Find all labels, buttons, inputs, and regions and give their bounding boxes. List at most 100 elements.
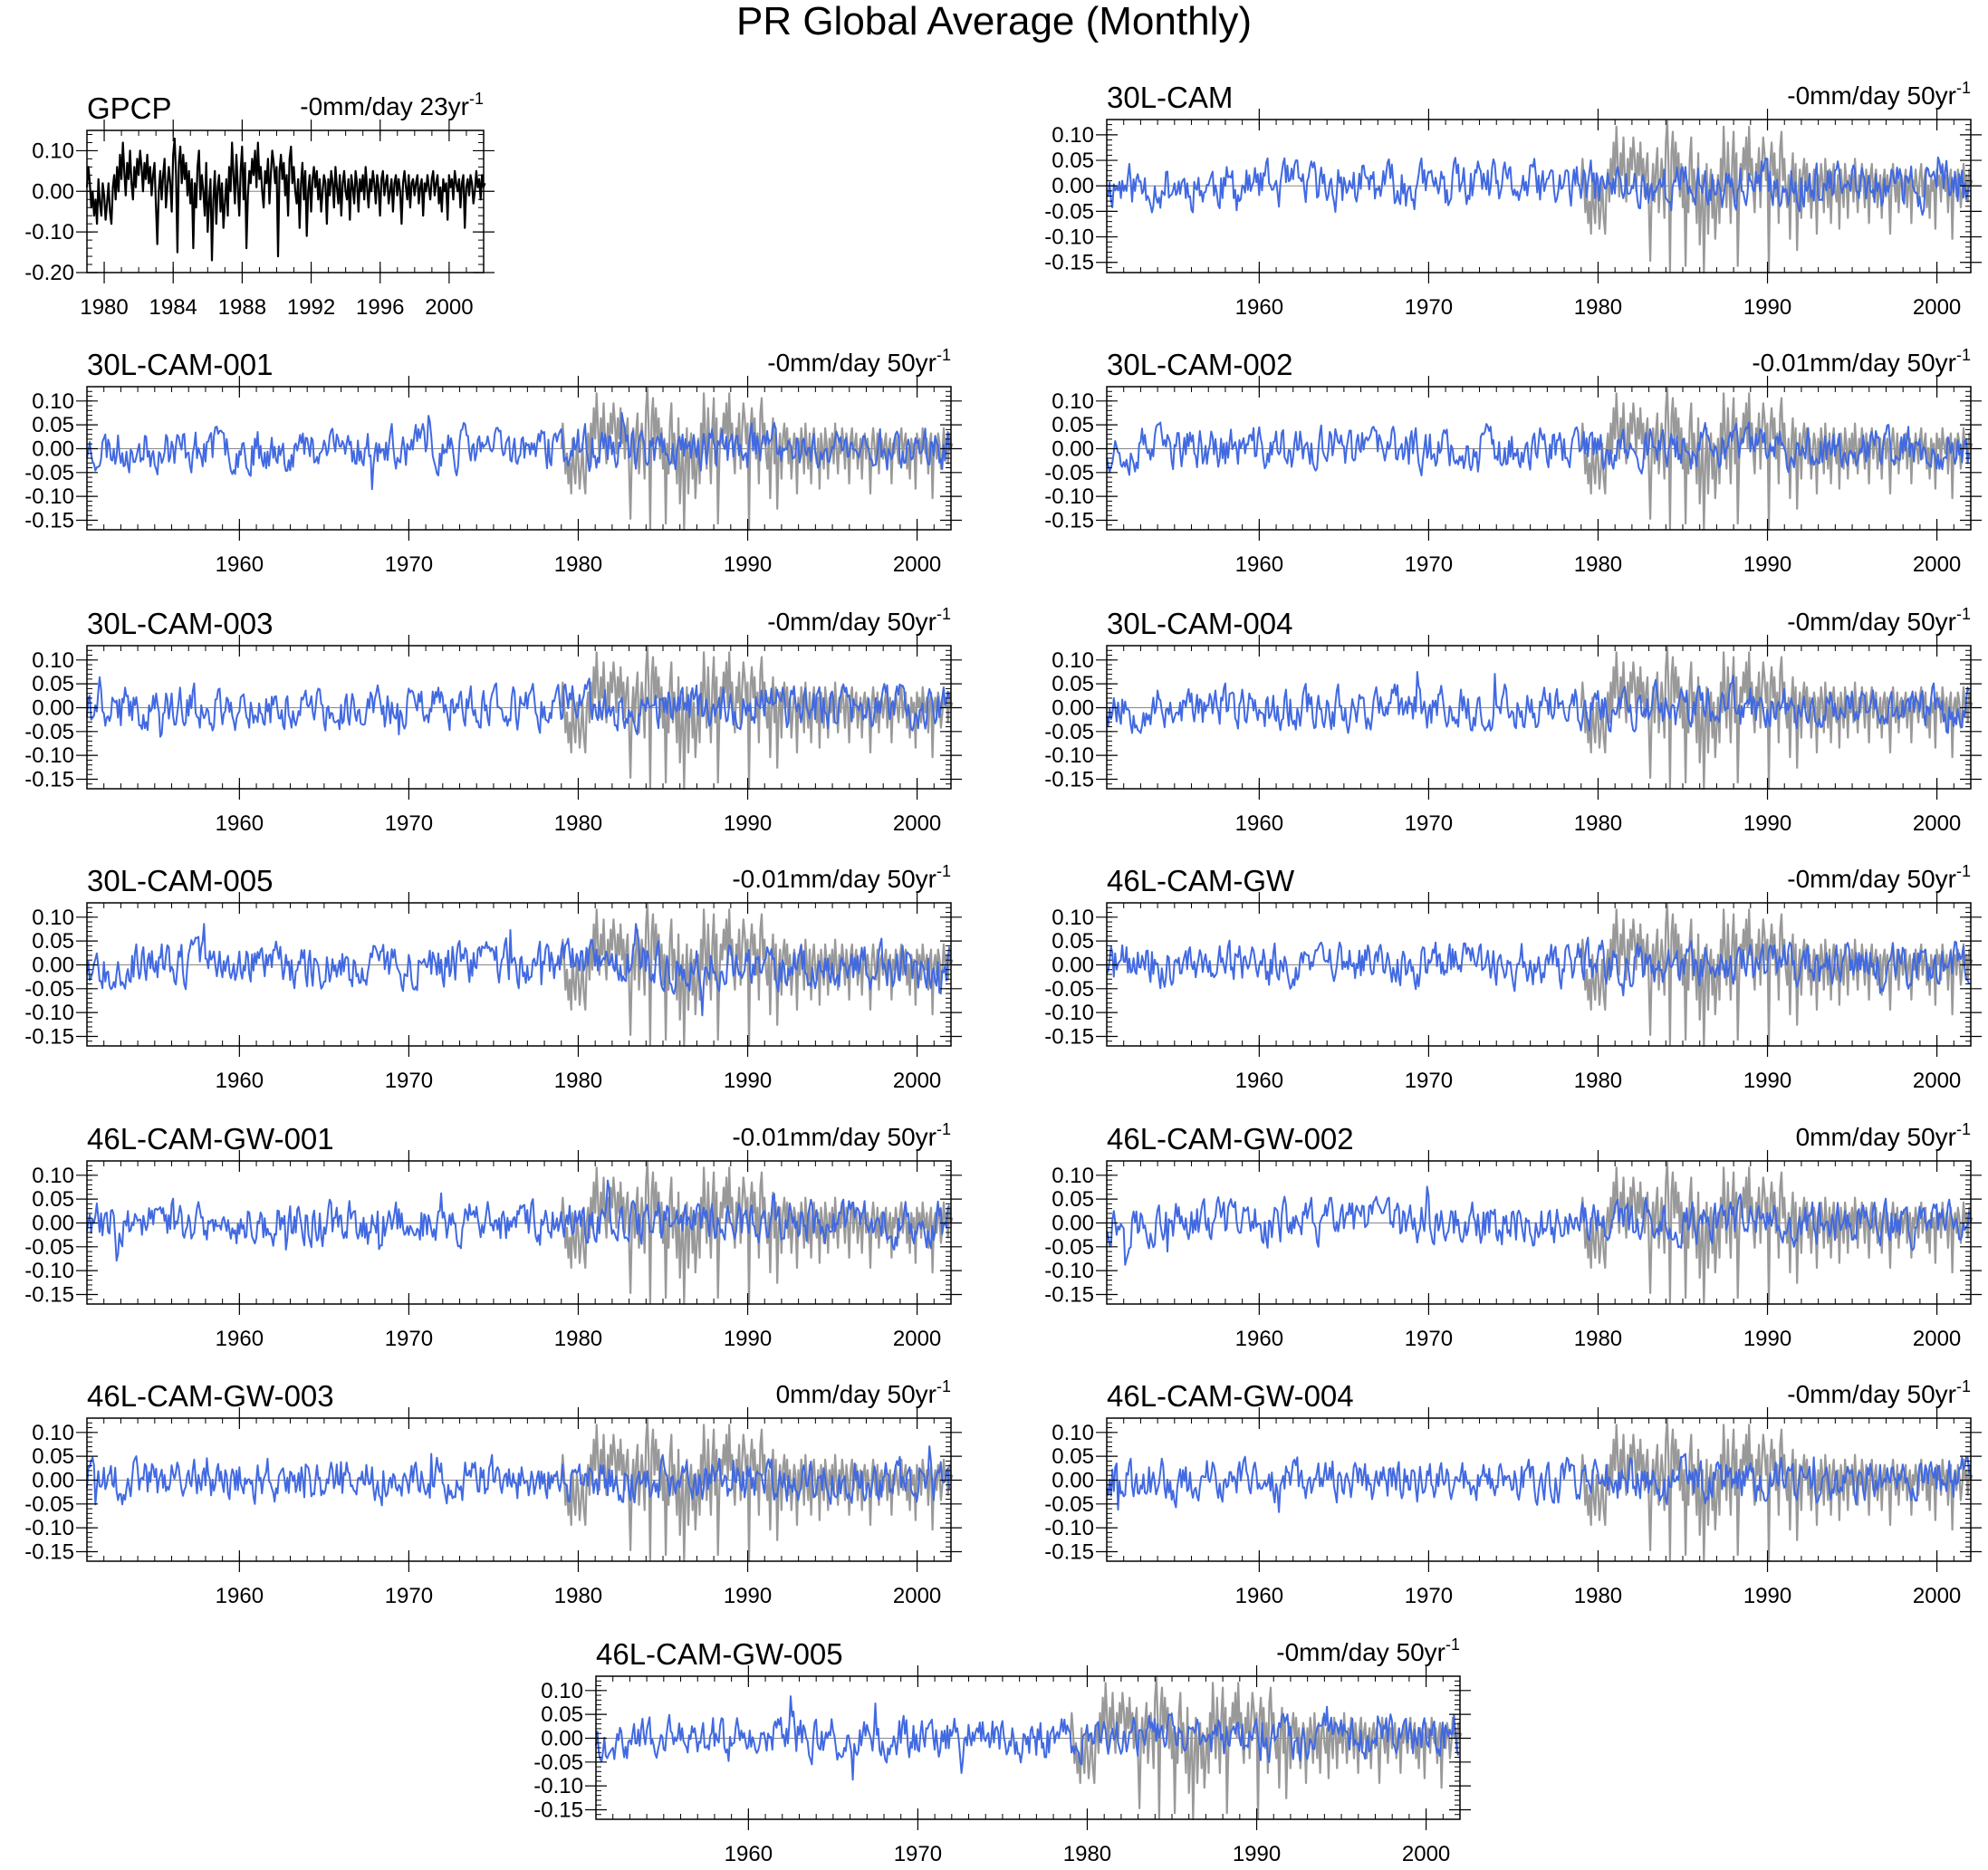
panel-title: 30L-CAM-004 — [1107, 607, 1293, 640]
x-tick-label: 1960 — [1235, 811, 1283, 836]
panel-title: 46L-CAM-GW-005 — [596, 1637, 843, 1671]
x-tick-label: 1970 — [385, 1069, 433, 1093]
x-tick-label: 1990 — [1743, 1327, 1791, 1351]
x-tick-label: 1990 — [1743, 1584, 1791, 1608]
x-tick-label: 1970 — [385, 811, 433, 836]
y-tick-label: -0.10 — [24, 1516, 74, 1540]
series-line-model — [595, 1695, 1460, 1781]
x-tick-label: 1960 — [216, 552, 264, 577]
y-tick-label: 0.05 — [1052, 1444, 1094, 1469]
trend-period: 50yr — [1906, 1380, 1956, 1408]
series-line-model — [86, 923, 951, 1017]
trend-period: 50yr — [1906, 865, 1956, 893]
y-tick-label: 0.10 — [1052, 389, 1094, 414]
series-line-model — [1106, 1185, 1971, 1266]
trend-exponent: -1 — [468, 90, 484, 108]
series-line-model — [1106, 421, 1971, 476]
y-tick-label: -0.15 — [1044, 251, 1094, 275]
y-tick-label: 0.05 — [1052, 1187, 1094, 1212]
y-tick-label: 0.00 — [32, 179, 74, 204]
x-tick-label: 1990 — [724, 811, 772, 836]
y-tick-label: 0.05 — [32, 1187, 74, 1212]
panel-title: 46L-CAM-GW — [1107, 864, 1295, 897]
x-tick-label: 1980 — [1574, 811, 1622, 836]
trend-value: -0mm/day — [1787, 608, 1900, 636]
trend-label: -0.01mm/day 50yr-1 — [732, 863, 951, 894]
trend-value: -0.01mm/day — [732, 865, 880, 893]
trend-label: -0mm/day 50yr-1 — [767, 347, 951, 378]
trend-value: -0mm/day — [767, 608, 880, 636]
x-tick-label: 2000 — [425, 295, 473, 320]
x-tick-label: 2000 — [1913, 552, 1961, 577]
x-tick-label: 1970 — [385, 552, 433, 577]
y-tick-label: -0.10 — [24, 220, 74, 245]
trend-value: -0.01mm/day — [732, 1123, 880, 1151]
x-tick-label: 2000 — [893, 1069, 941, 1093]
x-tick-label: 1960 — [1235, 1327, 1283, 1351]
series-line-model — [1106, 936, 1971, 997]
x-tick-label: 1970 — [385, 1584, 433, 1608]
x-tick-label: 2000 — [893, 811, 941, 836]
x-tick-label: 1980 — [554, 811, 602, 836]
trend-period: 50yr — [887, 1123, 936, 1151]
trend-exponent: -1 — [936, 605, 951, 623]
panel-title: 30L-CAM-003 — [87, 607, 274, 640]
y-tick-label: 0.10 — [32, 139, 74, 163]
trend-period: 50yr — [1906, 608, 1956, 636]
y-tick-label: 0.00 — [1052, 695, 1094, 720]
y-tick-label: -0.15 — [24, 1024, 74, 1049]
trend-exponent: -1 — [1955, 605, 1971, 623]
trend-value: -0mm/day — [1276, 1638, 1389, 1666]
trend-period: 50yr — [887, 349, 936, 377]
series-line-model — [86, 1445, 951, 1507]
y-tick-label: 0.10 — [32, 648, 74, 673]
x-tick-label: 1990 — [724, 1069, 772, 1093]
x-tick-label: 1970 — [385, 1327, 433, 1351]
x-tick-label: 2000 — [893, 1327, 941, 1351]
trend-period: 50yr — [1906, 1123, 1956, 1151]
x-tick-label: 1980 — [80, 295, 128, 320]
x-tick-label: 1960 — [1235, 295, 1283, 320]
trend-label: -0mm/day 50yr-1 — [1787, 1378, 1971, 1409]
trend-exponent: -1 — [936, 1120, 951, 1138]
x-tick-label: 1970 — [894, 1842, 942, 1866]
y-tick-label: 0.10 — [32, 906, 74, 930]
x-tick-label: 1984 — [149, 295, 197, 320]
y-tick-label: -0.15 — [24, 767, 74, 791]
x-tick-label: 1980 — [554, 1327, 602, 1351]
x-tick-label: 1980 — [1574, 1327, 1622, 1351]
x-tick-label: 2000 — [1402, 1842, 1450, 1866]
y-tick-label: 0.00 — [1052, 953, 1094, 977]
y-tick-label: -0.05 — [24, 1235, 74, 1260]
y-tick-label: 0.05 — [541, 1702, 583, 1727]
y-tick-label: 0.05 — [32, 413, 74, 437]
trend-value: 0mm/day — [1795, 1123, 1900, 1151]
series-line-model — [86, 1179, 950, 1262]
trend-period: 50yr — [887, 608, 936, 636]
y-tick-label: -0.10 — [533, 1774, 583, 1798]
y-tick-label: -0.15 — [1044, 508, 1094, 532]
x-tick-label: 1980 — [554, 1069, 602, 1093]
x-tick-label: 1990 — [1743, 295, 1791, 320]
series-line-model — [1106, 671, 1971, 734]
x-tick-label: 1960 — [216, 1327, 264, 1351]
y-tick-label: -0.05 — [1044, 1235, 1094, 1260]
y-tick-label: -0.05 — [24, 461, 74, 485]
y-tick-label: 0.10 — [1052, 1421, 1094, 1445]
panel-title: 46L-CAM-GW-002 — [1107, 1122, 1354, 1156]
series-line-observed — [85, 137, 486, 262]
plot-frame — [86, 129, 485, 273]
trend-value: -0mm/day — [767, 349, 880, 377]
